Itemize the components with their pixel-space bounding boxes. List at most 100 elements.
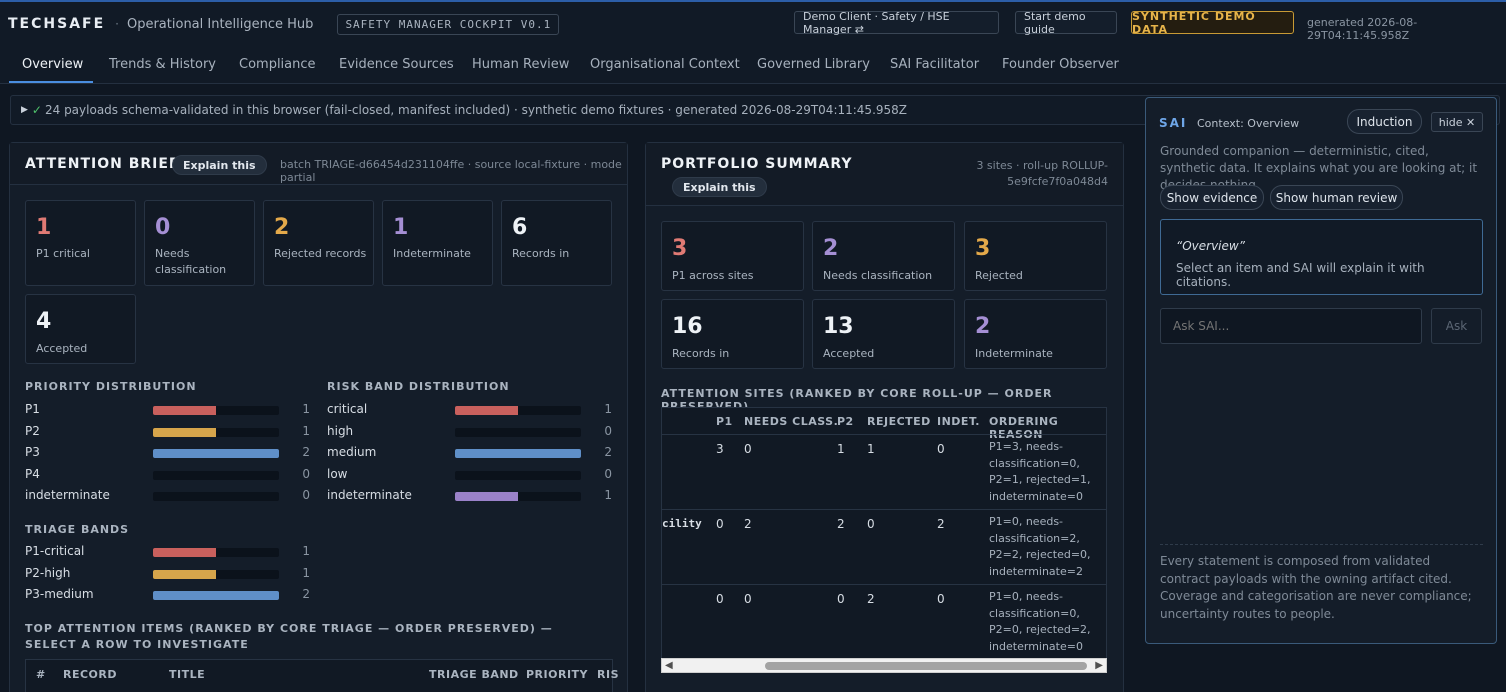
risk-band-count: 1 (604, 488, 612, 502)
show-human-review-button[interactable]: Show human review (1270, 185, 1403, 210)
stat-label: Records in (512, 247, 570, 260)
show-evidence-button[interactable]: Show evidence (1160, 185, 1264, 210)
brand-separator: · (115, 17, 119, 31)
triage-band-bar-fill (153, 548, 216, 557)
stat-value: 2 (975, 314, 991, 339)
tab-governed-library[interactable]: Governed Library (757, 57, 870, 72)
priority-label: P1 (25, 402, 40, 416)
sites-horizontal-scrollbar[interactable]: ◀ ▶ (661, 658, 1107, 673)
tab-trends-history[interactable]: Trends & History (109, 57, 217, 72)
stat-label: P1 critical (36, 247, 90, 260)
site-p2: 0 (837, 592, 845, 606)
portfolio-card-rejected[interactable]: 3 Rejected (964, 221, 1107, 291)
site-p2: 1 (837, 442, 845, 456)
risk-band-bar-track (455, 406, 581, 415)
tab-organisational-context[interactable]: Organisational Context (590, 57, 740, 72)
priority-count: 2 (302, 445, 310, 459)
priority-label: P2 (25, 423, 40, 438)
risk-band-row: medium 2 (327, 444, 612, 462)
stat-label: Rejected records (274, 247, 367, 260)
portfolio-card-indeterminate[interactable]: 2 Indeterminate (964, 299, 1107, 369)
priority-count: 0 (302, 488, 310, 502)
priority-bar-track (153, 427, 279, 437)
site-indet: 2 (937, 517, 945, 531)
sai-brand: SAI (1159, 116, 1188, 130)
tab-evidence-sources[interactable]: Evidence Sources (339, 57, 454, 72)
priority-count: 1 (302, 402, 310, 416)
ask-sai-input[interactable] (1160, 308, 1422, 344)
stat-value: 6 (512, 215, 528, 240)
portfolio-summary-title: PORTFOLIO SUMMARY (661, 156, 853, 172)
priority-row: indeterminate 0 (25, 487, 310, 505)
triage-band-count: 2 (302, 587, 310, 601)
col-rejected: REJECTED (867, 415, 931, 428)
hide-sai-button[interactable]: hide ✕ (1431, 112, 1483, 132)
site-p1: 0 (716, 517, 724, 531)
site-name: cility (662, 517, 702, 530)
stat-card-needs-classification[interactable]: 0 Needs classification (144, 200, 255, 286)
tab-sai-facilitator[interactable]: SAI Facilitator (890, 57, 980, 72)
expand-triangle-icon[interactable]: ▶ (21, 105, 28, 115)
site-p2: 2 (837, 517, 845, 531)
col-title: TITLE (169, 668, 206, 681)
portfolio-card-p1[interactable]: 3 P1 across sites (661, 221, 804, 291)
tab-overview[interactable]: Overview (22, 57, 84, 72)
sai-quote-body: Select an item and SAI will explain it w… (1176, 261, 1425, 289)
site-row[interactable]: cility 0 2 2 0 2 P1=0, needs-classificat… (662, 509, 1106, 584)
active-tab-indicator (9, 81, 93, 83)
attention-explain-button[interactable]: Explain this (172, 155, 267, 175)
portfolio-rollup-meta: 3 sites · roll-up ROLLUP-5e9fcfe7f0a048d… (976, 159, 1108, 188)
tab-founder-observer[interactable]: Founder Observer (1002, 57, 1119, 72)
scroll-left-icon[interactable]: ◀ (665, 660, 673, 671)
start-demo-guide-button[interactable]: Start demo guide (1015, 10, 1117, 36)
stat-card-indeterminate[interactable]: 1 Indeterminate (382, 200, 493, 286)
col-number: # (36, 668, 46, 681)
stat-card-p1-critical[interactable]: 1 P1 critical (25, 200, 136, 286)
risk-band-label: high (327, 423, 354, 438)
sai-footer-note: Every statement is composed from validat… (1160, 554, 1472, 621)
col-risk: RIS (597, 668, 619, 681)
portfolio-card-records-in[interactable]: 16 Records in (661, 299, 804, 369)
site-ordering-reason: P1=0, needs-classification=0, P2=0, reje… (989, 590, 1091, 653)
priority-label: P3 (25, 445, 40, 459)
tab-compliance[interactable]: Compliance (239, 57, 316, 72)
site-row[interactable]: 0 0 0 2 0 P1=0, needs-classification=0, … (662, 584, 1106, 658)
triage-bands-title: TRIAGE BANDS (25, 523, 130, 536)
client-role-switch-button[interactable]: Demo Client · Safety / HSE Manager ⇄ (794, 10, 999, 36)
col-needs-class: NEEDS CLASS. (744, 415, 839, 428)
risk-band-row: indeterminate 1 (327, 487, 612, 505)
stat-label: Needs classification (823, 269, 933, 282)
scroll-right-icon[interactable]: ▶ (1095, 660, 1103, 671)
stat-label: Indeterminate (393, 247, 471, 260)
site-p1: 0 (716, 592, 724, 606)
triage-band-bar-track (153, 569, 279, 579)
triage-band-bar-track (153, 548, 279, 557)
stat-card-rejected-records[interactable]: 2 Rejected records (263, 200, 374, 286)
stat-card-accepted[interactable]: 4 Accepted (25, 294, 136, 364)
risk-band-distribution-title: RISK BAND DISTRIBUTION (327, 380, 510, 393)
stat-value: 2 (274, 215, 290, 240)
site-row[interactable]: 3 0 1 1 0 P1=3, needs-classification=0, … (662, 434, 1106, 509)
site-rejected: 2 (867, 592, 875, 606)
portfolio-explain-button[interactable]: Explain this (672, 177, 767, 197)
risk-band-bar-track (455, 470, 581, 480)
cockpit-version-badge: SAFETY MANAGER COCKPIT V0.1 (337, 13, 560, 35)
stat-card-records-in[interactable]: 6 Records in (501, 200, 612, 286)
attention-batch-meta: batch TRIAGE-d66454d231104ffe · source l… (280, 158, 622, 184)
risk-band-label: medium (327, 445, 377, 459)
top-attention-items-title: TOP ATTENTION ITEMS (RANKED BY CORE TRIA… (25, 622, 553, 651)
attention-brief-header: ATTENTION BRIEF Explain this batch TRIAG… (10, 143, 627, 185)
stat-label: Accepted (36, 342, 88, 355)
portfolio-card-accepted[interactable]: 13 Accepted (812, 299, 955, 369)
col-triage-band: TRIAGE BAND (429, 668, 519, 681)
triage-band-bar-fill (153, 569, 216, 579)
priority-bar-fill (153, 449, 279, 458)
portfolio-card-needs-classification[interactable]: 2 Needs classification (812, 221, 955, 291)
tab-human-review[interactable]: Human Review (472, 57, 570, 72)
induction-button[interactable]: Induction (1347, 109, 1422, 134)
stat-label: P1 across sites (672, 269, 754, 282)
ask-sai-button[interactable]: Ask (1431, 308, 1482, 344)
stat-value: 4 (36, 309, 52, 334)
scrollbar-thumb[interactable] (765, 662, 1087, 670)
risk-band-row: low 0 (327, 466, 612, 484)
